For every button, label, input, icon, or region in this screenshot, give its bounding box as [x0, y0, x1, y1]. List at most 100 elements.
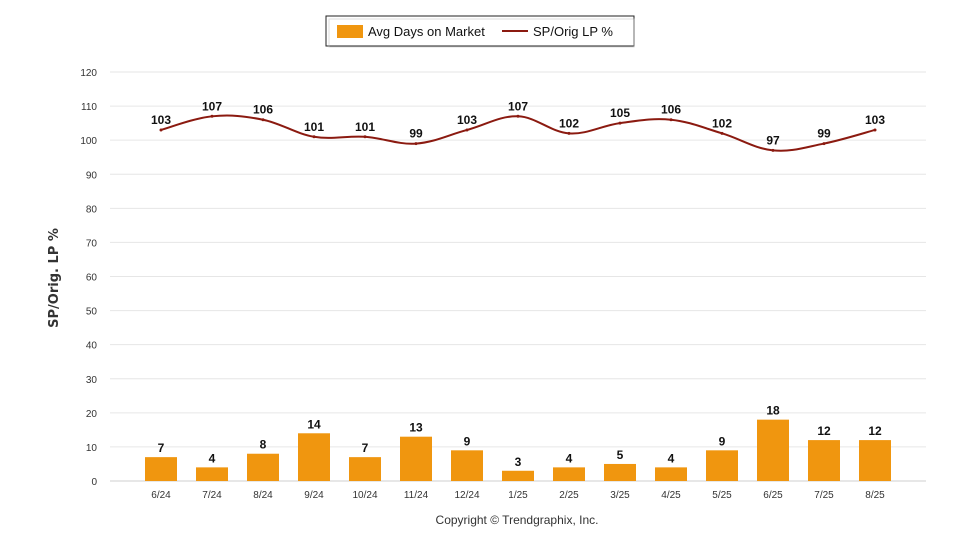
line-data-labels: 103 107 106 101 101 99 103 107 102 105 106 102 97 99 1…	[151, 99, 885, 147]
line-label-11: 102	[712, 116, 732, 130]
bar-label-1: 4	[209, 451, 216, 465]
bar-label-4: 7	[362, 441, 369, 455]
y-tick-label-50: 50	[86, 307, 98, 318]
line-point-2	[261, 118, 265, 122]
bar-3	[298, 433, 330, 481]
legend-label-line: SP/Orig LP %	[533, 24, 613, 39]
bar-label-6: 9	[464, 434, 471, 448]
line-point-1	[210, 114, 214, 118]
x-tick-label-4: 10/24	[352, 490, 377, 501]
bar-label-14: 12	[868, 424, 882, 438]
line-label-9: 105	[610, 106, 630, 120]
y-tick-label-0: 0	[91, 477, 97, 488]
line-label-14: 103	[865, 113, 885, 127]
copyright-footer: Copyright © Trendgraphix, Inc.	[436, 513, 599, 527]
y-tick-label-60: 60	[86, 273, 98, 284]
x-tick-label-3: 9/24	[304, 490, 324, 501]
bar-label-12: 18	[766, 404, 780, 418]
x-tick-label-5: 11/24	[404, 490, 429, 501]
line-label-4: 101	[355, 120, 375, 134]
x-tick-label-13: 7/25	[814, 490, 834, 501]
y-tick-label-20: 20	[86, 409, 98, 420]
y-axis-ticks: 0 10 20 30 40 50 60 70 80 90 100 110 120	[80, 68, 97, 488]
x-tick-label-10: 4/25	[661, 490, 681, 501]
x-tick-label-12: 6/25	[763, 490, 783, 501]
line-point-7	[516, 114, 520, 118]
bar-8	[553, 467, 585, 481]
bar-12	[757, 419, 789, 481]
y-tick-label-90: 90	[86, 170, 98, 181]
bar-10	[655, 467, 687, 481]
line-point-6	[465, 128, 469, 132]
line-point-4	[363, 135, 367, 139]
line-label-3: 101	[304, 120, 324, 134]
bar-label-7: 3	[515, 455, 522, 469]
bar-4	[349, 457, 381, 481]
legend: Avg Days on Market SP/Orig LP %	[325, 15, 635, 48]
bar-data-labels: 7 4 8 14 7 13 9 3 4 5 4 9 18 12 12	[158, 404, 882, 469]
bar-14	[859, 440, 891, 481]
bar-11	[706, 450, 738, 481]
line-label-5: 99	[409, 127, 423, 141]
x-tick-label-0: 6/24	[151, 490, 171, 501]
line-label-6: 103	[457, 113, 477, 127]
y-tick-label-10: 10	[86, 443, 98, 454]
x-axis-ticks: 6/24 7/24 8/24 9/24 10/24 11/24 12/24 1/25 2/25 3…	[151, 490, 885, 501]
bar-label-2: 8	[260, 438, 267, 452]
x-tick-label-6: 12/24	[454, 490, 479, 501]
bar-label-0: 7	[158, 441, 165, 455]
line-point-11	[720, 131, 724, 135]
bar-label-8: 4	[566, 451, 573, 465]
bar-5	[400, 436, 432, 481]
y-tick-label-70: 70	[86, 238, 98, 249]
line-point-3	[312, 135, 316, 139]
bar-label-11: 9	[719, 434, 726, 448]
line-series	[159, 114, 877, 152]
bar-1	[196, 467, 228, 481]
y-tick-label-80: 80	[86, 204, 98, 215]
bar-7	[502, 470, 534, 481]
line-point-10	[669, 118, 673, 122]
bar-9	[604, 463, 636, 481]
y-tick-label-40: 40	[86, 341, 98, 352]
line-point-12	[771, 148, 775, 152]
line-point-5	[414, 142, 418, 146]
bar-label-10: 4	[668, 451, 675, 465]
line-point-13	[822, 142, 826, 146]
bar-label-5: 13	[409, 421, 423, 435]
y-tick-label-30: 30	[86, 375, 98, 386]
y-tick-label-100: 100	[80, 136, 97, 147]
line-label-12: 97	[766, 133, 780, 147]
line-label-10: 106	[661, 103, 681, 117]
bar-0	[145, 457, 177, 481]
bar-13	[808, 440, 840, 481]
legend-swatch-bar	[337, 25, 363, 38]
y-tick-label-110: 110	[81, 102, 97, 113]
line-label-7: 107	[508, 99, 528, 113]
bar-label-9: 5	[617, 448, 624, 462]
x-tick-label-2: 8/24	[253, 490, 273, 501]
y-tick-label-120: 120	[80, 68, 97, 79]
line-point-9	[618, 121, 622, 125]
x-tick-label-9: 3/25	[610, 490, 630, 501]
x-tick-label-8: 2/25	[559, 490, 579, 501]
grid-lines	[110, 71, 926, 482]
line-label-8: 102	[559, 116, 579, 130]
x-tick-label-14: 8/25	[865, 490, 885, 501]
legend-label-bar: Avg Days on Market	[368, 24, 485, 39]
line-point-0	[159, 128, 163, 132]
bar-label-3: 14	[307, 417, 321, 431]
line-label-1: 107	[202, 99, 222, 113]
line-point-14	[873, 128, 877, 132]
line-label-13: 99	[817, 127, 831, 141]
bar-series	[145, 419, 891, 481]
y-axis-label: SP/Orig. LP %	[47, 228, 62, 328]
bar-2	[247, 453, 279, 481]
x-tick-label-11: 5/25	[712, 490, 732, 501]
line-label-2: 106	[253, 103, 273, 117]
line-point-8	[567, 131, 571, 135]
x-tick-label-7: 1/25	[508, 490, 528, 501]
bar-label-13: 12	[817, 424, 831, 438]
bar-6	[451, 450, 483, 481]
